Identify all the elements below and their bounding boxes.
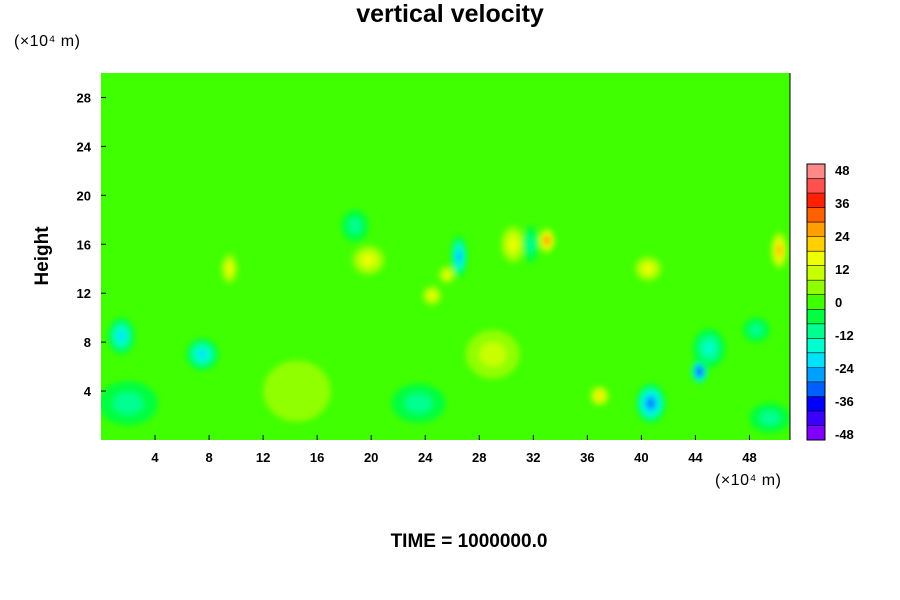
heatmap-cell xyxy=(597,393,602,399)
colorbar-tick-label: -48 xyxy=(835,427,854,442)
colorbar-segment xyxy=(807,352,825,368)
x-tick-label: 32 xyxy=(526,450,540,465)
heatmap-cell xyxy=(545,238,549,243)
heatmap-cell xyxy=(526,235,535,254)
colorbar-segment xyxy=(807,338,825,354)
colorbar-tick-label: 12 xyxy=(835,262,849,277)
colorbar-border xyxy=(806,163,826,441)
colorbar-segment xyxy=(807,207,825,223)
heatmap-cell xyxy=(198,350,207,359)
colorbar-tick-label: 36 xyxy=(835,196,849,211)
x-tick-label: 40 xyxy=(634,450,648,465)
colorbar-segment xyxy=(807,280,825,296)
x-tick-label: 28 xyxy=(472,450,486,465)
colorbar-segment xyxy=(807,222,825,238)
y-tick-label: 8 xyxy=(84,335,91,350)
heatmap-cell xyxy=(698,369,701,374)
colorbar-tick-label: 48 xyxy=(835,163,849,178)
heatmap-cell xyxy=(703,341,715,355)
heatmap-cell xyxy=(457,252,461,261)
y-tick-label: 16 xyxy=(77,237,91,252)
colorbar-segment xyxy=(807,236,825,252)
colorbar-segment xyxy=(807,294,825,310)
heatmap-features xyxy=(101,210,790,433)
colorbar-segment xyxy=(807,396,825,412)
colorbar-segment xyxy=(807,309,825,325)
colorbar-segment xyxy=(807,178,825,194)
x-tick-label: 48 xyxy=(742,450,756,465)
x-axis-unit: (×10⁴ m) xyxy=(715,472,782,489)
y-tick-label: 12 xyxy=(77,286,91,301)
time-label: TIME = 1000000.0 xyxy=(390,531,548,552)
colorbar-segment xyxy=(807,425,825,441)
heatmap-cell xyxy=(749,323,763,337)
colorbar-segment xyxy=(807,381,825,397)
y-tick-label: 4 xyxy=(84,384,92,399)
colorbar-segment xyxy=(807,323,825,339)
heatmap-cell xyxy=(363,255,374,266)
colorbar-segment xyxy=(807,265,825,281)
x-tick-label: 4 xyxy=(151,450,159,465)
y-tick-label: 28 xyxy=(77,90,91,105)
x-tick-label: 24 xyxy=(418,450,433,465)
heatmap-cell xyxy=(479,342,507,367)
heatmap-cell xyxy=(648,400,654,407)
heatmap-cell xyxy=(348,217,362,234)
colorbar-segment xyxy=(807,251,825,267)
colorbar-tick-label: 0 xyxy=(835,295,842,310)
x-tick-label: 16 xyxy=(310,450,324,465)
x-tick-label: 36 xyxy=(580,450,594,465)
colorbar-segment xyxy=(807,367,825,383)
colorbar-tick-label: -24 xyxy=(835,361,855,376)
heatmap-cell xyxy=(643,264,653,273)
colorbar-segment xyxy=(807,164,825,180)
y-tick-label: 20 xyxy=(77,188,91,203)
heatmap-cell xyxy=(263,360,331,422)
colorbar-tick-label: -12 xyxy=(835,328,854,343)
heatmap-cell xyxy=(113,392,143,415)
chart-title: vertical velocity xyxy=(356,0,544,28)
colorbar-segment xyxy=(807,193,825,209)
heatmap-cell xyxy=(404,393,432,414)
heatmap-cell xyxy=(508,238,518,251)
x-tick-label: 12 xyxy=(256,450,270,465)
x-tick-label: 44 xyxy=(688,450,703,465)
heatmap-background xyxy=(101,73,790,440)
colorbar-segment xyxy=(807,410,825,426)
heatmap-cell xyxy=(117,331,125,341)
heatmap-cell xyxy=(226,263,233,274)
heatmap-cell xyxy=(759,410,780,426)
colorbar-tick-label: 24 xyxy=(835,229,850,244)
heatmap-cell xyxy=(428,292,436,299)
colorbar-tick-label: -36 xyxy=(835,394,854,409)
y-axis-unit: (×10⁴ m) xyxy=(14,33,81,50)
x-tick-label: 8 xyxy=(205,450,212,465)
heatmap-cell xyxy=(777,246,781,255)
y-tick-label: 24 xyxy=(77,139,92,154)
x-tick-label: 20 xyxy=(364,450,378,465)
heatmap-cell xyxy=(444,271,450,278)
